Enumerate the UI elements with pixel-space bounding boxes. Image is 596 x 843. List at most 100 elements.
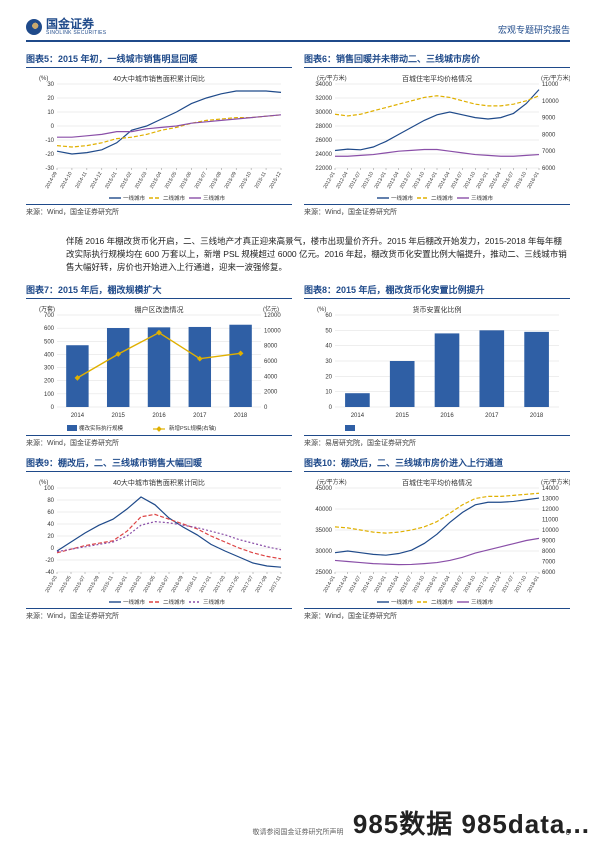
svg-text:2017-09: 2017-09 xyxy=(254,574,268,593)
svg-text:34000: 34000 xyxy=(315,82,332,88)
svg-text:0: 0 xyxy=(51,546,55,552)
svg-text:32000: 32000 xyxy=(315,96,332,102)
svg-text:7000: 7000 xyxy=(542,149,556,155)
chart7: 0100200300400500600700020004000600080001… xyxy=(26,301,292,433)
svg-text:2015-07: 2015-07 xyxy=(72,574,86,593)
svg-text:30: 30 xyxy=(47,82,54,88)
svg-text:(%): (%) xyxy=(39,76,48,82)
svg-text:11000: 11000 xyxy=(542,82,559,88)
chart7-title: 图表7：2015 年后，棚改规模扩大 xyxy=(26,283,292,299)
svg-text:二线城市: 二线城市 xyxy=(431,194,454,202)
chart10-title: 图表10：棚改后，二、三线城市房价进入上行通道 xyxy=(304,456,570,472)
doc-type: 宏观专题研究报告 xyxy=(498,23,570,36)
svg-text:(%): (%) xyxy=(317,307,326,313)
svg-text:(万套): (万套) xyxy=(39,305,55,313)
svg-text:2000: 2000 xyxy=(264,389,278,395)
svg-text:2014-12: 2014-12 xyxy=(89,171,103,190)
svg-text:2017-05: 2017-05 xyxy=(226,574,240,593)
chart10-source: 来源：Wind，国金证券研究所 xyxy=(304,608,570,621)
company-name: 国金证券 xyxy=(46,18,106,30)
svg-text:11000: 11000 xyxy=(542,517,559,523)
svg-text:2017-01: 2017-01 xyxy=(198,574,212,593)
svg-text:(亿元): (亿元) xyxy=(263,305,279,313)
chart10: 2500030000350004000045000600070008000900… xyxy=(304,474,570,606)
chart6-source: 来源：Wind，国金证券研究所 xyxy=(304,204,570,217)
svg-text:6000: 6000 xyxy=(264,359,278,365)
chart6: 2200024000260002800030000320003400060007… xyxy=(304,70,570,202)
svg-text:2018-01: 2018-01 xyxy=(526,574,540,593)
svg-text:2014-09: 2014-09 xyxy=(44,171,58,190)
svg-text:一线城市: 一线城市 xyxy=(123,598,146,606)
svg-text:700: 700 xyxy=(44,313,55,319)
svg-text:二线城市: 二线城市 xyxy=(431,598,454,606)
chart6-title: 图表6：销售回暖并未带动二、三线城市房价 xyxy=(304,52,570,68)
svg-text:(元/平方米): (元/平方米) xyxy=(317,74,347,82)
svg-text:10: 10 xyxy=(47,110,54,116)
svg-text:20: 20 xyxy=(47,534,54,540)
svg-text:2015-06: 2015-06 xyxy=(179,171,193,190)
svg-text:2016-01: 2016-01 xyxy=(114,574,128,593)
company-name-en: SINOLINK SECURITIES xyxy=(46,30,106,36)
svg-text:(元/平方米): (元/平方米) xyxy=(541,478,570,486)
svg-text:2015-09: 2015-09 xyxy=(224,171,238,190)
svg-text:35000: 35000 xyxy=(315,528,332,534)
svg-text:24000: 24000 xyxy=(315,152,332,158)
svg-text:2015-08: 2015-08 xyxy=(209,171,223,190)
svg-text:-20: -20 xyxy=(45,152,54,158)
svg-text:8000: 8000 xyxy=(542,549,556,555)
svg-text:10000: 10000 xyxy=(542,99,559,105)
svg-text:2016: 2016 xyxy=(440,413,454,419)
svg-text:0: 0 xyxy=(264,405,268,411)
svg-text:30: 30 xyxy=(325,359,332,365)
svg-text:20: 20 xyxy=(325,374,332,380)
svg-text:2017: 2017 xyxy=(193,413,207,419)
company-logo: 国金证券 SINOLINK SECURITIES xyxy=(26,18,106,36)
svg-text:2015-12: 2015-12 xyxy=(268,171,282,190)
svg-text:20: 20 xyxy=(47,96,54,102)
svg-text:4000: 4000 xyxy=(264,374,278,380)
svg-text:棚改实际执行规模: 棚改实际执行规模 xyxy=(79,424,124,432)
svg-text:2014: 2014 xyxy=(71,413,85,419)
chart5-title: 图表5：2015 年初，一线城市销售明显回暖 xyxy=(26,52,292,68)
svg-text:2017: 2017 xyxy=(485,413,499,419)
svg-text:2015-05: 2015-05 xyxy=(164,171,178,190)
svg-text:2015-02: 2015-02 xyxy=(119,171,133,190)
svg-text:2015-01: 2015-01 xyxy=(104,171,118,190)
logo-icon xyxy=(26,19,42,35)
chart7-source: 来源：Wind，国金证券研究所 xyxy=(26,435,292,448)
svg-text:2017-07: 2017-07 xyxy=(240,574,254,593)
svg-text:200: 200 xyxy=(44,378,55,384)
svg-text:40大中城市销售面积累计同比: 40大中城市销售面积累计同比 xyxy=(113,74,205,83)
svg-text:40000: 40000 xyxy=(315,507,332,513)
chart9-title: 图表9：棚改后，二、三线城市销售大幅回暖 xyxy=(26,456,292,472)
chart9: -40-200204060801002015-032015-052015-072… xyxy=(26,474,292,606)
svg-text:26000: 26000 xyxy=(315,138,332,144)
svg-text:2015-11: 2015-11 xyxy=(254,171,268,190)
chart8: 010203040506020142015201620172018(%)货币安置… xyxy=(304,301,570,433)
svg-text:13000: 13000 xyxy=(542,496,559,502)
svg-text:100: 100 xyxy=(44,391,55,397)
svg-text:12000: 12000 xyxy=(542,507,559,513)
svg-text:9000: 9000 xyxy=(542,116,556,122)
svg-text:新增PSL规模(右轴): 新增PSL规模(右轴) xyxy=(169,424,216,432)
svg-text:2017-11: 2017-11 xyxy=(269,574,283,593)
svg-text:2016: 2016 xyxy=(152,413,166,419)
svg-text:30000: 30000 xyxy=(315,549,332,555)
svg-text:0: 0 xyxy=(329,405,333,411)
svg-text:6000: 6000 xyxy=(542,166,556,172)
svg-text:6000: 6000 xyxy=(542,570,556,576)
svg-text:2014-10: 2014-10 xyxy=(59,171,73,190)
svg-text:50: 50 xyxy=(325,328,332,334)
svg-text:40大中城市销售面积累计同比: 40大中城市销售面积累计同比 xyxy=(113,478,205,487)
svg-text:2015-09: 2015-09 xyxy=(86,574,100,593)
page-header: 国金证券 SINOLINK SECURITIES 宏观专题研究报告 xyxy=(26,18,570,42)
svg-text:三线城市: 三线城市 xyxy=(471,598,494,606)
svg-text:二线城市: 二线城市 xyxy=(163,598,186,606)
svg-text:2015-05: 2015-05 xyxy=(58,574,72,593)
svg-text:三线城市: 三线城市 xyxy=(471,194,494,202)
svg-text:400: 400 xyxy=(44,352,55,358)
svg-text:14000: 14000 xyxy=(542,486,559,492)
chart5: -30-20-1001020302014-092014-102014-11201… xyxy=(26,70,292,202)
chart8-title: 图表8：2015 年后，棚改货币化安置比例提升 xyxy=(304,283,570,299)
svg-text:9000: 9000 xyxy=(542,538,556,544)
